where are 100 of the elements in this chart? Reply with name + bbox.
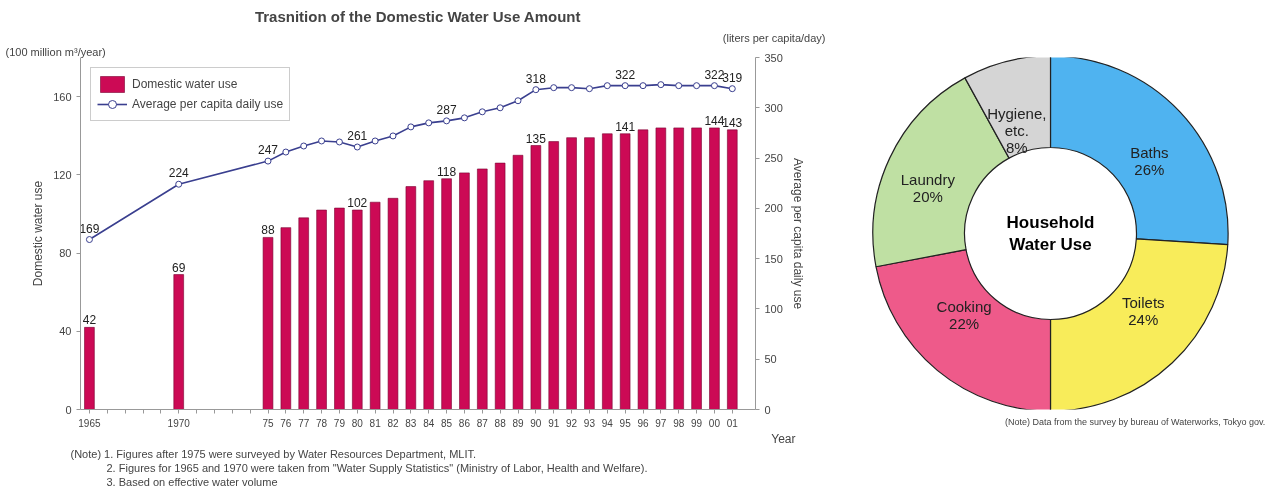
y-tick-label: 40: [59, 325, 72, 338]
point: [282, 148, 290, 156]
x-tick-label: 99: [691, 417, 703, 429]
chart-title: Trasnition of the Domestic Water Use Amount: [254, 7, 581, 25]
x-tick-label: 90: [530, 417, 542, 429]
x-tick-label: 85: [441, 417, 453, 429]
y-axis-title: Domestic water use: [31, 180, 46, 287]
data-label: 247: [257, 143, 279, 158]
y2-axis-title: Average per capita daily use: [790, 157, 805, 310]
point: [407, 123, 415, 131]
data-label: 141: [615, 119, 636, 134]
x-tick-label: 75: [262, 417, 274, 429]
y2-tick-label: 0: [764, 403, 771, 416]
slice-label: Toilets: [1122, 294, 1165, 312]
point: [693, 82, 701, 90]
point: [675, 82, 683, 90]
bar: [441, 178, 452, 410]
bar: [602, 133, 613, 410]
bar: [352, 209, 363, 410]
data-label: 8%: [1005, 139, 1028, 157]
text: Household Water Use: [1006, 212, 1095, 255]
x-tick-label: 79: [333, 417, 346, 429]
x-tick-label: 91: [548, 417, 560, 429]
y2-tick-label: 300: [764, 101, 783, 114]
y2-tick-label: 100: [764, 302, 783, 315]
bar: [494, 162, 506, 410]
data-label: 224: [168, 166, 190, 181]
bar: [477, 168, 488, 410]
bar: [691, 127, 702, 410]
point: [550, 84, 558, 92]
bar: [619, 133, 631, 410]
legend-label: Domestic water use: [132, 77, 238, 91]
y-tick-label: 160: [53, 90, 72, 103]
point: [657, 81, 665, 89]
point: [85, 236, 93, 244]
point: [371, 137, 379, 145]
data-label: 20%: [912, 188, 943, 206]
text: 2. Figures for 1965 and 1970 were taken from "Water Supply Statistics" (Ministry of Labor, Health and Welfare).: [106, 461, 648, 474]
x-tick-label: 83: [405, 417, 417, 429]
point: [318, 137, 326, 145]
y2-tick-label: 150: [764, 252, 783, 265]
bar: [387, 198, 399, 410]
point: [175, 180, 183, 188]
x-tick-label: 01: [726, 417, 739, 429]
data-label: 42: [82, 313, 97, 328]
data-label: 322: [615, 67, 636, 82]
x-tick-label: 82: [387, 417, 399, 429]
x-tick-label: 81: [369, 417, 382, 429]
point: [425, 119, 433, 127]
bar: [369, 201, 381, 410]
data-label: 102: [347, 196, 368, 211]
y-tick-label: 80: [59, 247, 72, 260]
y2-tick-label: 50: [764, 353, 777, 366]
point: [621, 82, 629, 90]
point: [335, 138, 343, 146]
point: [728, 85, 736, 93]
point: [460, 114, 468, 122]
bar: [262, 237, 274, 410]
x-tick-label: 95: [619, 417, 632, 429]
bar: [566, 137, 577, 410]
bar: [709, 127, 720, 410]
data-label: 88: [261, 223, 275, 238]
bar: [637, 129, 649, 410]
point: [353, 143, 361, 151]
bar: [673, 127, 684, 410]
point: [603, 82, 611, 90]
x-tick-label: 97: [655, 417, 667, 429]
legend-label: Average per capita daily use: [132, 97, 284, 111]
text: 3. Based on effective water volume: [106, 475, 278, 487]
point: [478, 108, 486, 116]
data-label: 169: [79, 221, 100, 236]
point: [585, 85, 593, 93]
annotation: (100 million m³/year): [5, 45, 106, 58]
point: [389, 132, 397, 140]
text: (Note) Data from the survey by bureau of Waterworks, Tokyo gov.: [1004, 416, 1266, 427]
bar: [423, 180, 434, 410]
x-tick-label: 88: [494, 417, 507, 429]
x-tick-label: 86: [458, 417, 471, 429]
data-label: 22%: [949, 315, 980, 333]
point: [443, 117, 451, 125]
bar: [512, 154, 524, 410]
x-axis-title: Year: [771, 431, 796, 446]
y2-tick-label: 250: [764, 152, 783, 165]
x-tick-label: 1965: [78, 417, 101, 429]
y2-tick-label: 200: [764, 202, 783, 215]
bar: [530, 145, 542, 410]
bar: [405, 186, 417, 410]
bar: [459, 172, 470, 410]
text: (Note) 1. Figures after 1975 were surveyed by Water Resources Department, MLIT.: [70, 447, 477, 460]
x-tick-label: 92: [566, 417, 578, 429]
bar: [173, 274, 184, 410]
data-label: 118: [437, 164, 457, 179]
bar: [655, 127, 667, 410]
point: [639, 82, 647, 90]
y-tick-label: 120: [53, 168, 72, 181]
point: [514, 97, 522, 105]
point: [496, 104, 504, 112]
bar: [316, 209, 327, 410]
data-label: 143: [722, 115, 743, 130]
x-tick-label: 78: [316, 417, 328, 429]
